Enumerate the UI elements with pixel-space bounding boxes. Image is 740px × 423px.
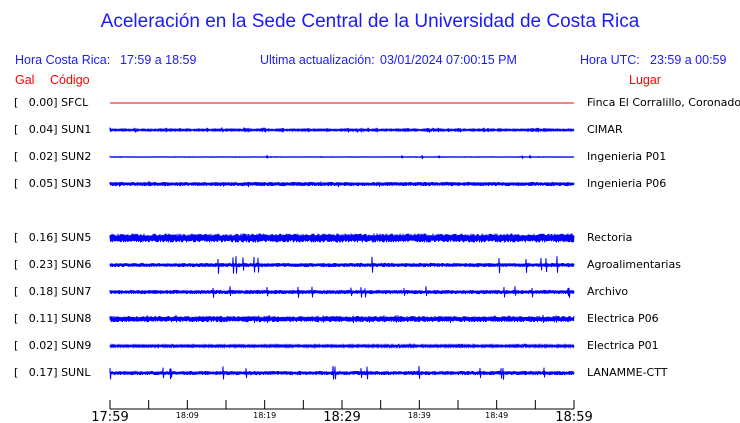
axis-tick-label: 18:29 — [323, 410, 360, 423]
axis-tick-label: 18:49 — [485, 411, 508, 420]
station-place: Electrica P06 — [587, 312, 659, 325]
gal-value: 0.18 — [28, 285, 54, 298]
trace-sunl — [109, 365, 575, 380]
trace-sun1 — [109, 127, 575, 133]
station-label: [ 0.04] SUN1 — [14, 123, 92, 136]
station-code: SFCL — [61, 96, 89, 109]
gal-value: 0.04 — [28, 123, 54, 136]
trace-sun9 — [109, 343, 575, 349]
station-label: [ 0.16] SUN5 — [14, 231, 92, 244]
station-place: Agroalimentarias — [587, 258, 681, 271]
trace-sun7 — [109, 286, 575, 298]
gal-value: 0.23 — [28, 258, 54, 271]
station-place: Ingenieria P06 — [587, 177, 667, 190]
utc-label: Hora UTC: — [580, 53, 640, 67]
station-code: SUN8 — [61, 312, 92, 325]
gal-value: 0.11 — [28, 312, 54, 325]
axis-tick-label: 17:59 — [91, 410, 128, 423]
station-place: Ingenieria P01 — [587, 150, 667, 163]
station-place: Finca El Corralillo, Coronado — [587, 96, 740, 109]
trace-sun8 — [109, 314, 575, 323]
axis-tick-label: 18:59 — [555, 410, 592, 423]
gal-value: 0.02 — [28, 339, 54, 352]
gal-value: 0.05 — [28, 177, 54, 190]
station-place: Rectoria — [587, 231, 633, 244]
update-value: 03/01/2024 07:00:15 PM — [380, 53, 517, 67]
trace-sun6 — [109, 256, 575, 274]
station-code: SUN1 — [61, 123, 92, 136]
station-code: SUN5 — [61, 231, 92, 244]
station-code: SUN2 — [61, 150, 92, 163]
station-code: SUN7 — [61, 285, 92, 298]
station-place: LANAMME-CTT — [587, 366, 668, 379]
page-title: Aceleración en la Sede Central de la Uni… — [100, 11, 640, 32]
axis-tick-label: 18:19 — [253, 411, 276, 420]
gal-value: 0.02 — [28, 150, 54, 163]
station-code: SUN3 — [61, 177, 92, 190]
station-code: SUNL — [61, 366, 91, 379]
station-label: [ 0.00] SFCL — [14, 96, 89, 109]
station-label: [ 0.02] SUN9 — [14, 339, 92, 352]
code-header: Código — [50, 73, 90, 87]
station-place: CIMAR — [587, 123, 623, 136]
local-time-label: Hora Costa Rica: — [15, 53, 111, 67]
utc-range: 23:59 a 00:59 — [650, 53, 727, 67]
trace-sun3 — [109, 181, 575, 187]
station-code: SUN6 — [61, 258, 92, 271]
axis-tick-label: 18:09 — [176, 411, 199, 420]
trace-sun5 — [109, 233, 575, 243]
station-label: [ 0.11] SUN8 — [14, 312, 92, 325]
gal-header: Gal — [15, 73, 35, 87]
station-code: SUN9 — [61, 339, 92, 352]
station-place: Electrica P01 — [587, 339, 659, 352]
update-label: Ultima actualización: — [260, 53, 375, 67]
gal-value: 0.16 — [28, 231, 54, 244]
axis-tick-label: 18:39 — [408, 411, 431, 420]
gal-value: 0.17 — [28, 366, 54, 379]
station-label: [ 0.23] SUN6 — [14, 258, 92, 271]
trace-sun2 — [109, 154, 575, 160]
station-label: [ 0.18] SUN7 — [14, 285, 92, 298]
station-place: Archivo — [587, 285, 629, 298]
station-label: [ 0.05] SUN3 — [14, 177, 92, 190]
gal-value: 0.00 — [28, 96, 54, 109]
station-label: [ 0.02] SUN2 — [14, 150, 92, 163]
station-label: [ 0.17] SUNL — [14, 366, 91, 379]
place-header: Lugar — [629, 73, 661, 87]
local-time-range: 17:59 a 18:59 — [120, 53, 197, 67]
